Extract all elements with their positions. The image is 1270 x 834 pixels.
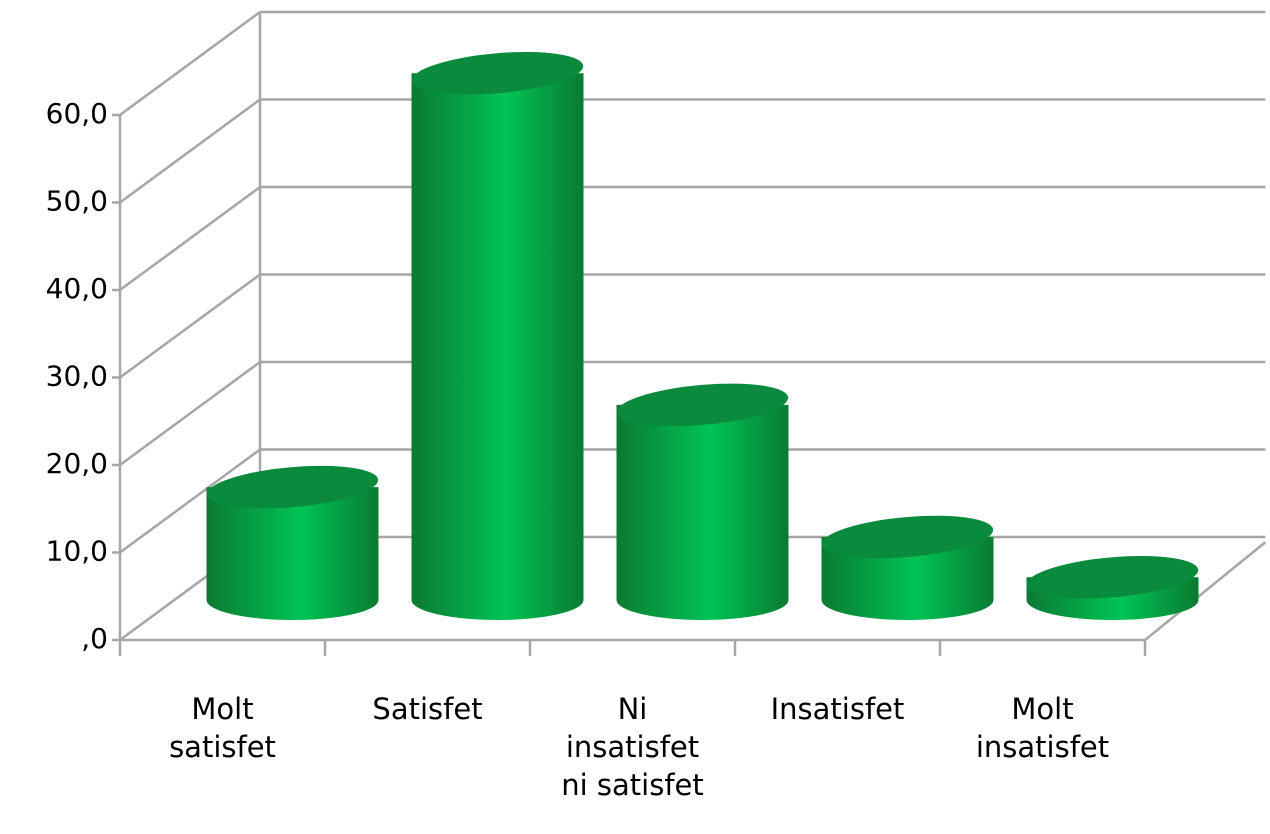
x-tick-label: Insatisfet xyxy=(770,692,905,726)
bar xyxy=(616,404,789,620)
bar-top xyxy=(1026,555,1199,599)
bar xyxy=(411,73,584,620)
grid-line-side xyxy=(119,98,261,204)
y-tick-label: ,0 xyxy=(81,622,108,655)
grid-line-side xyxy=(119,360,261,467)
grid-line-side xyxy=(119,448,261,554)
floor-right xyxy=(1144,541,1267,641)
y-tick-label: 30,0 xyxy=(46,360,108,393)
y-tick-label: 50,0 xyxy=(46,185,108,218)
bar-top xyxy=(821,515,994,559)
grid-line-side xyxy=(119,273,261,379)
y-tick-label: 10,0 xyxy=(46,535,108,568)
y-tick-label: 20,0 xyxy=(46,447,108,480)
x-tick-label: Molt insatisfet xyxy=(975,692,1110,764)
x-tick-label: Molt satisfet xyxy=(169,692,276,764)
bar-top xyxy=(616,383,789,427)
bar-top xyxy=(206,465,379,509)
grid-line-side xyxy=(119,185,261,292)
y-tick-label: 60,0 xyxy=(46,97,108,130)
grid-line-side xyxy=(119,10,261,117)
bar xyxy=(206,487,379,620)
y-tick-label: 40,0 xyxy=(46,272,108,305)
x-tick-label: Satisfet xyxy=(372,692,483,726)
x-tick-label: Ni insatisfet ni satisfet xyxy=(561,692,704,802)
bar-top xyxy=(411,51,584,95)
